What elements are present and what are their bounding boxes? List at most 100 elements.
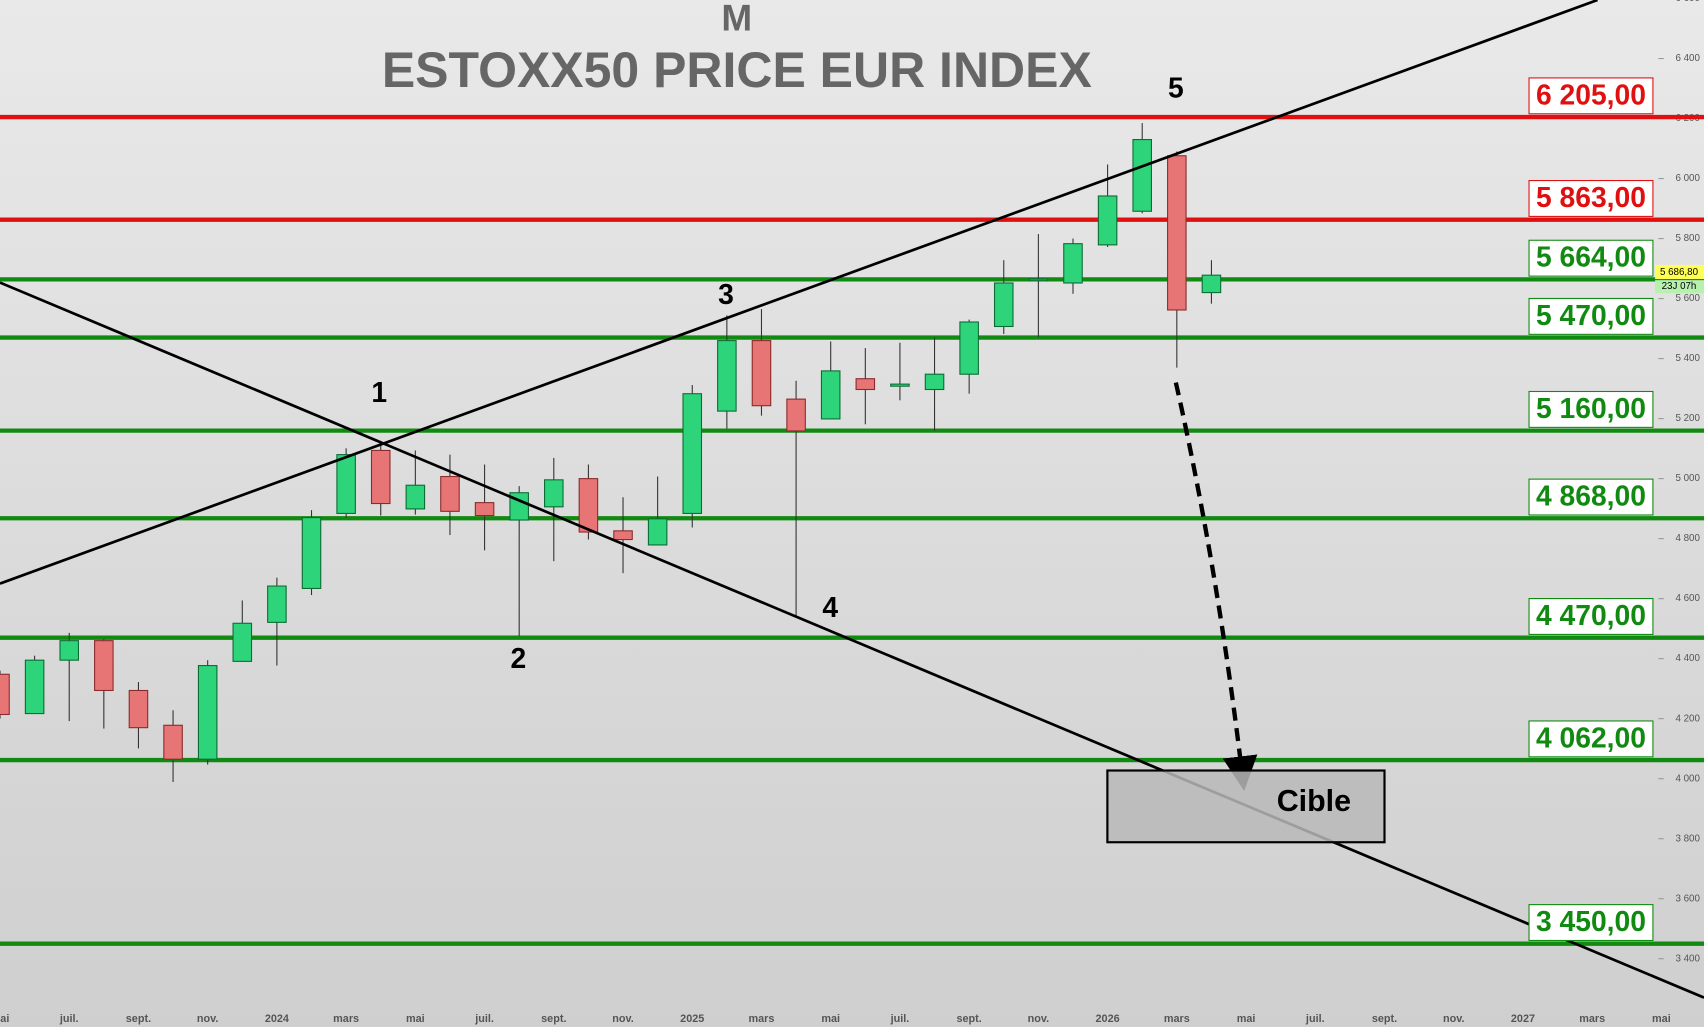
level-label: 4 062,00 xyxy=(1536,721,1646,753)
x-tick-label: sept. xyxy=(1372,1013,1397,1025)
candle-body xyxy=(59,640,80,661)
wave-label: 2 xyxy=(511,642,527,674)
x-tick-label: mai xyxy=(1652,1013,1671,1025)
candle-body xyxy=(267,585,287,623)
level-label-box xyxy=(1528,720,1654,758)
x-tick-label: mai xyxy=(821,1013,840,1025)
level-label: 5 664,00 xyxy=(1536,241,1646,273)
level-label-box xyxy=(1528,904,1654,942)
x-tick-label: 2025 xyxy=(680,1013,704,1025)
candle-body xyxy=(1063,243,1083,284)
countdown-label: 23J 07h xyxy=(1662,281,1697,292)
x-tick-label: nov. xyxy=(1028,1013,1050,1025)
x-tick-label: mars xyxy=(748,1013,774,1025)
y-tick-label: 5 000 xyxy=(1675,473,1700,484)
chart-title: ESTOXX50 PRICE EUR INDEX xyxy=(382,42,1092,98)
candle-body xyxy=(959,321,979,375)
level-label: 4 470,00 xyxy=(1536,599,1646,631)
level-label: 4 868,00 xyxy=(1536,480,1646,512)
candle-body xyxy=(128,689,149,729)
countdown-box xyxy=(1655,280,1704,294)
level-layer xyxy=(0,114,1704,946)
y-tick-label: 3 400 xyxy=(1675,953,1700,964)
label-layer: 6 205,00 5 863,00 5 664,00 5 470,00 5 160,00… xyxy=(1528,77,1704,942)
level-label-box xyxy=(1528,597,1654,635)
x-tick-label: mars xyxy=(1579,1013,1605,1025)
level-label: 5 863,00 xyxy=(1536,181,1646,213)
wave-label: 4 xyxy=(822,591,838,623)
candle-body xyxy=(197,665,218,760)
projection-arrow xyxy=(1173,382,1258,792)
y-tick-label: 5 400 xyxy=(1675,353,1700,364)
candle-body xyxy=(544,479,564,508)
candle-body xyxy=(820,370,841,420)
candle-body xyxy=(613,530,633,541)
candle-body xyxy=(1097,195,1118,246)
trend-line xyxy=(0,0,1598,585)
candle-body xyxy=(440,475,460,512)
target-label: Cible xyxy=(1277,784,1351,818)
candle-body xyxy=(1132,139,1152,212)
candle-body xyxy=(336,454,356,514)
y-tick-label: 4 600 xyxy=(1675,593,1700,604)
candle-body xyxy=(993,282,1014,328)
y-tick-label: 6 000 xyxy=(1675,173,1700,184)
x-tick-label: nov. xyxy=(1443,1013,1465,1025)
x-tick-label: mars xyxy=(333,1013,359,1025)
candle-body xyxy=(682,393,703,514)
y-tick-label: 4 200 xyxy=(1675,713,1700,724)
level-label-box xyxy=(1528,239,1654,277)
level-label: 6 205,00 xyxy=(1536,78,1646,110)
candle-body xyxy=(855,378,876,391)
trend-line xyxy=(0,281,1704,999)
level-label-box xyxy=(1528,478,1654,516)
x-tick-label: 2027 xyxy=(1511,1013,1535,1025)
y-tick-label: 6 600 xyxy=(1675,0,1700,4)
candle-body xyxy=(0,673,10,716)
x-tick-label: nov. xyxy=(612,1013,634,1025)
candle-body xyxy=(751,340,772,407)
x-tick-label: mars xyxy=(1164,1013,1190,1025)
last-price-label: 5 686,80 xyxy=(1660,267,1699,278)
last-price-box xyxy=(1655,264,1704,280)
x-tick-label: juil. xyxy=(474,1013,494,1025)
candle-layer xyxy=(0,123,1222,782)
candle-body xyxy=(24,659,45,715)
level-label-box xyxy=(1528,77,1654,115)
wave-label: 3 xyxy=(718,278,734,310)
candle-body xyxy=(1167,155,1187,311)
y-tick-label: 6 400 xyxy=(1675,53,1700,64)
candle-body xyxy=(890,383,910,387)
candle-body xyxy=(578,478,599,533)
candle-body xyxy=(924,373,945,391)
candle-body xyxy=(786,398,806,432)
y-tick-label: 5 200 xyxy=(1675,413,1700,424)
x-tick-label: sept. xyxy=(956,1013,981,1025)
candle-body xyxy=(1201,274,1222,294)
wave-label: 1 xyxy=(371,376,387,408)
chart-subtitle: M xyxy=(721,0,752,38)
x-tick-label: juil. xyxy=(890,1013,910,1025)
x-tick-label: sept. xyxy=(126,1013,151,1025)
candle-body xyxy=(163,724,183,760)
level-label: 5 470,00 xyxy=(1536,299,1646,331)
x-tick-label: sept. xyxy=(541,1013,566,1025)
level-label: 5 160,00 xyxy=(1536,392,1646,424)
y-tick-label: 4 800 xyxy=(1675,533,1700,544)
level-label-box xyxy=(1528,297,1654,335)
candle-body xyxy=(405,484,426,510)
level-label-box xyxy=(1528,390,1654,428)
target-box xyxy=(1106,769,1386,844)
x-tick-label: nov. xyxy=(197,1013,219,1025)
candle-body xyxy=(301,517,322,589)
y-tick-label: 4 400 xyxy=(1675,653,1700,664)
y-tick-label: 3 800 xyxy=(1675,833,1700,844)
y-tick-label: 4 000 xyxy=(1675,773,1700,784)
candle-body xyxy=(370,449,391,505)
wave-label: 5 xyxy=(1168,72,1184,104)
candle-body xyxy=(1028,278,1049,282)
